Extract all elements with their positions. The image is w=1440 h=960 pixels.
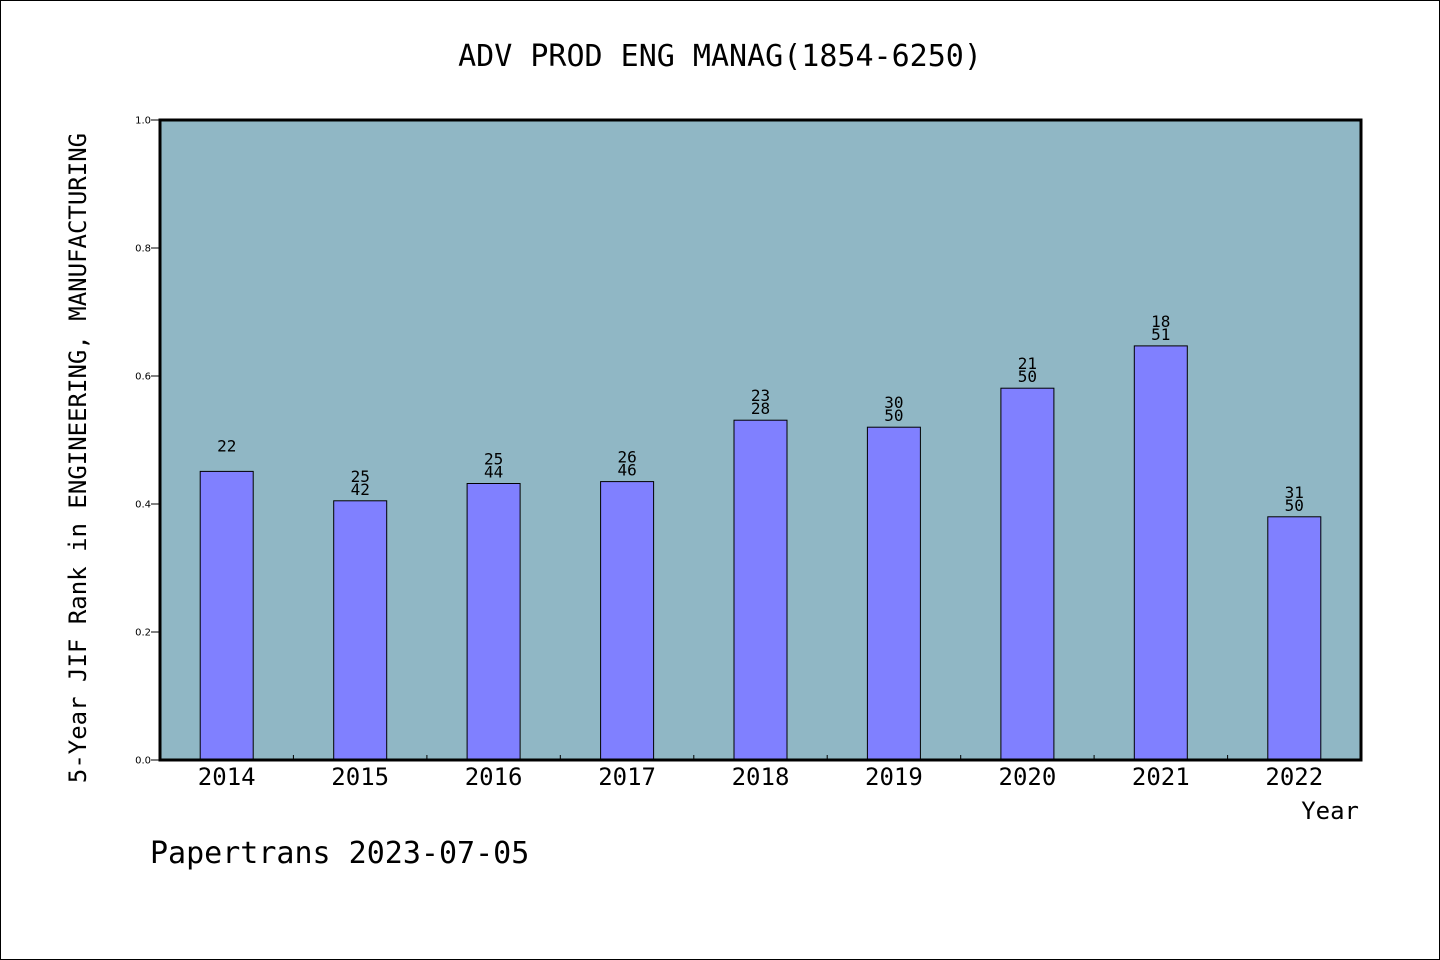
bar-label-2019-total: 50 (884, 406, 903, 425)
bar-2014 (199, 470, 254, 761)
y-tick-label: 0.4 (135, 500, 151, 511)
bars-group (199, 345, 1322, 761)
bar-2020 (1000, 387, 1055, 761)
footer-credit: Papertrans 2023-07-05 (150, 836, 529, 871)
bar-label-2021-rank: 18 (1151, 312, 1170, 331)
bar-2022 (1267, 516, 1322, 761)
bar-2016 (466, 483, 521, 761)
y-axis: 0.0 0.2 0.4 0.6 0.8 1.0 (135, 116, 160, 767)
x-axis: 2014 2015 2016 2017 2018 2019 2020 2021 2022 (198, 755, 1323, 791)
chart-title: ADV PROD ENG MANAG(1854-6250) (458, 39, 982, 74)
x-tick-label-2016: 2016 (465, 763, 523, 791)
y-tick-label: 0.8 (135, 244, 151, 255)
x-tick-label-2022: 2022 (1265, 763, 1323, 791)
x-tick-label-2017: 2017 (598, 763, 656, 791)
y-axis-label: 5-Year JIF Rank in ENGINEERING, MANUFACT… (64, 133, 92, 783)
bar-label-2015-rank: 25 (351, 467, 370, 486)
bar-2019 (866, 426, 921, 761)
bar-label-2017-rank: 26 (617, 448, 636, 467)
bar-label-2020-rank: 21 (1018, 354, 1037, 373)
bar-label-2022-total: 50 (1285, 496, 1304, 515)
x-tick-label-2015: 2015 (331, 763, 389, 791)
bar-2017 (600, 481, 655, 761)
bar-label-2018-total: 28 (751, 399, 770, 418)
y-tick-label: 1.0 (135, 116, 151, 127)
x-tick-label-2018: 2018 (732, 763, 790, 791)
bar-label-2015-total: 42 (351, 480, 370, 499)
bar-label-2016-rank: 25 (484, 450, 503, 469)
bar-label-2014: 22 (217, 436, 236, 455)
y-tick-label: 0.2 (135, 628, 151, 639)
y-tick-label: 0.0 (135, 756, 151, 767)
x-axis-label: Year (1301, 797, 1359, 825)
bar-2021 (1133, 345, 1188, 761)
bar-2018 (733, 419, 788, 761)
bar-label-2022-rank: 31 (1285, 483, 1304, 502)
y-tick-label: 0.6 (135, 372, 151, 383)
bar-label-2018-rank: 23 (751, 386, 770, 405)
bar-label-2017-total: 46 (617, 461, 636, 480)
bar-label-2021-total: 51 (1151, 325, 1170, 344)
bar-2015 (333, 500, 388, 761)
x-tick-label-2020: 2020 (999, 763, 1057, 791)
x-tick-label-2021: 2021 (1132, 763, 1190, 791)
x-tick-label-2019: 2019 (865, 763, 923, 791)
x-tick-label-2014: 2014 (198, 763, 256, 791)
bar-label-2020-total: 50 (1018, 367, 1037, 386)
bar-label-2019-rank: 30 (884, 393, 903, 412)
plot-border (158, 118, 1363, 762)
bar-label-2016-total: 44 (484, 463, 503, 482)
